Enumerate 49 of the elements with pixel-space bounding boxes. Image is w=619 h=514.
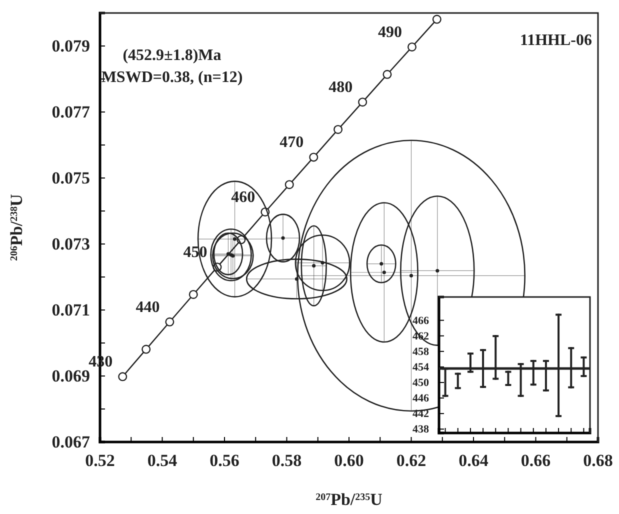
point (409, 274, 414, 278)
y-tick-label: 0.071 (52, 300, 90, 320)
point (118, 372, 128, 382)
point (284, 180, 294, 190)
y-tick-label: 0.077 (52, 102, 90, 122)
annotation: 440 (136, 298, 160, 316)
y-tick-label: 438 (412, 424, 430, 436)
point (232, 237, 237, 241)
x-tick-label: 0.62 (396, 451, 426, 470)
y-tick-label: 454 (412, 361, 430, 374)
annotation: (452.9±1.8)Ma (122, 47, 222, 64)
point (407, 42, 417, 52)
point (358, 98, 368, 107)
point (334, 124, 343, 134)
point (432, 14, 442, 24)
y-tick-label: 0.073 (52, 234, 90, 254)
y-tick-label: 0.079 (52, 36, 90, 56)
point (281, 236, 285, 240)
x-tick-label: 0.54 (147, 451, 178, 470)
y-tick-label: 0.069 (52, 366, 90, 386)
x-axis-title: $^{207}$Pb/$^{235}$U (316, 490, 382, 509)
x-tick-label: 0.56 (210, 451, 240, 470)
annotation: 460 (231, 188, 256, 206)
x-tick-label: 0.68 (583, 451, 613, 470)
point (142, 344, 151, 354)
annotation: MSWD=0.38, (n=12) (101, 69, 243, 86)
annotation: 470 (280, 134, 304, 152)
x-tick-label: 0.64 (458, 451, 489, 470)
point (165, 317, 174, 326)
point (436, 268, 440, 273)
x-tick-label: 0.66 (520, 451, 551, 470)
y-tick-label: 446 (412, 392, 430, 405)
point (294, 277, 298, 281)
y-tick-label: 458 (412, 346, 430, 358)
point (309, 152, 318, 162)
annotation: 11HHL-06 (520, 32, 592, 49)
y-tick-label: 466 (412, 314, 430, 327)
point (382, 70, 392, 79)
x-tick-label: 0.58 (272, 451, 302, 470)
point (312, 264, 316, 268)
y-tick-label: 450 (412, 377, 430, 390)
x-tick-label: 0.52 (85, 451, 115, 470)
y-tick-label: 0.075 (52, 168, 90, 188)
annotation: 490 (378, 24, 402, 41)
point (382, 270, 386, 274)
annotation: 480 (328, 79, 353, 96)
x-tick-label: 0.60 (334, 451, 364, 470)
y-tick-label: 0.067 (52, 432, 90, 452)
point (188, 290, 198, 299)
